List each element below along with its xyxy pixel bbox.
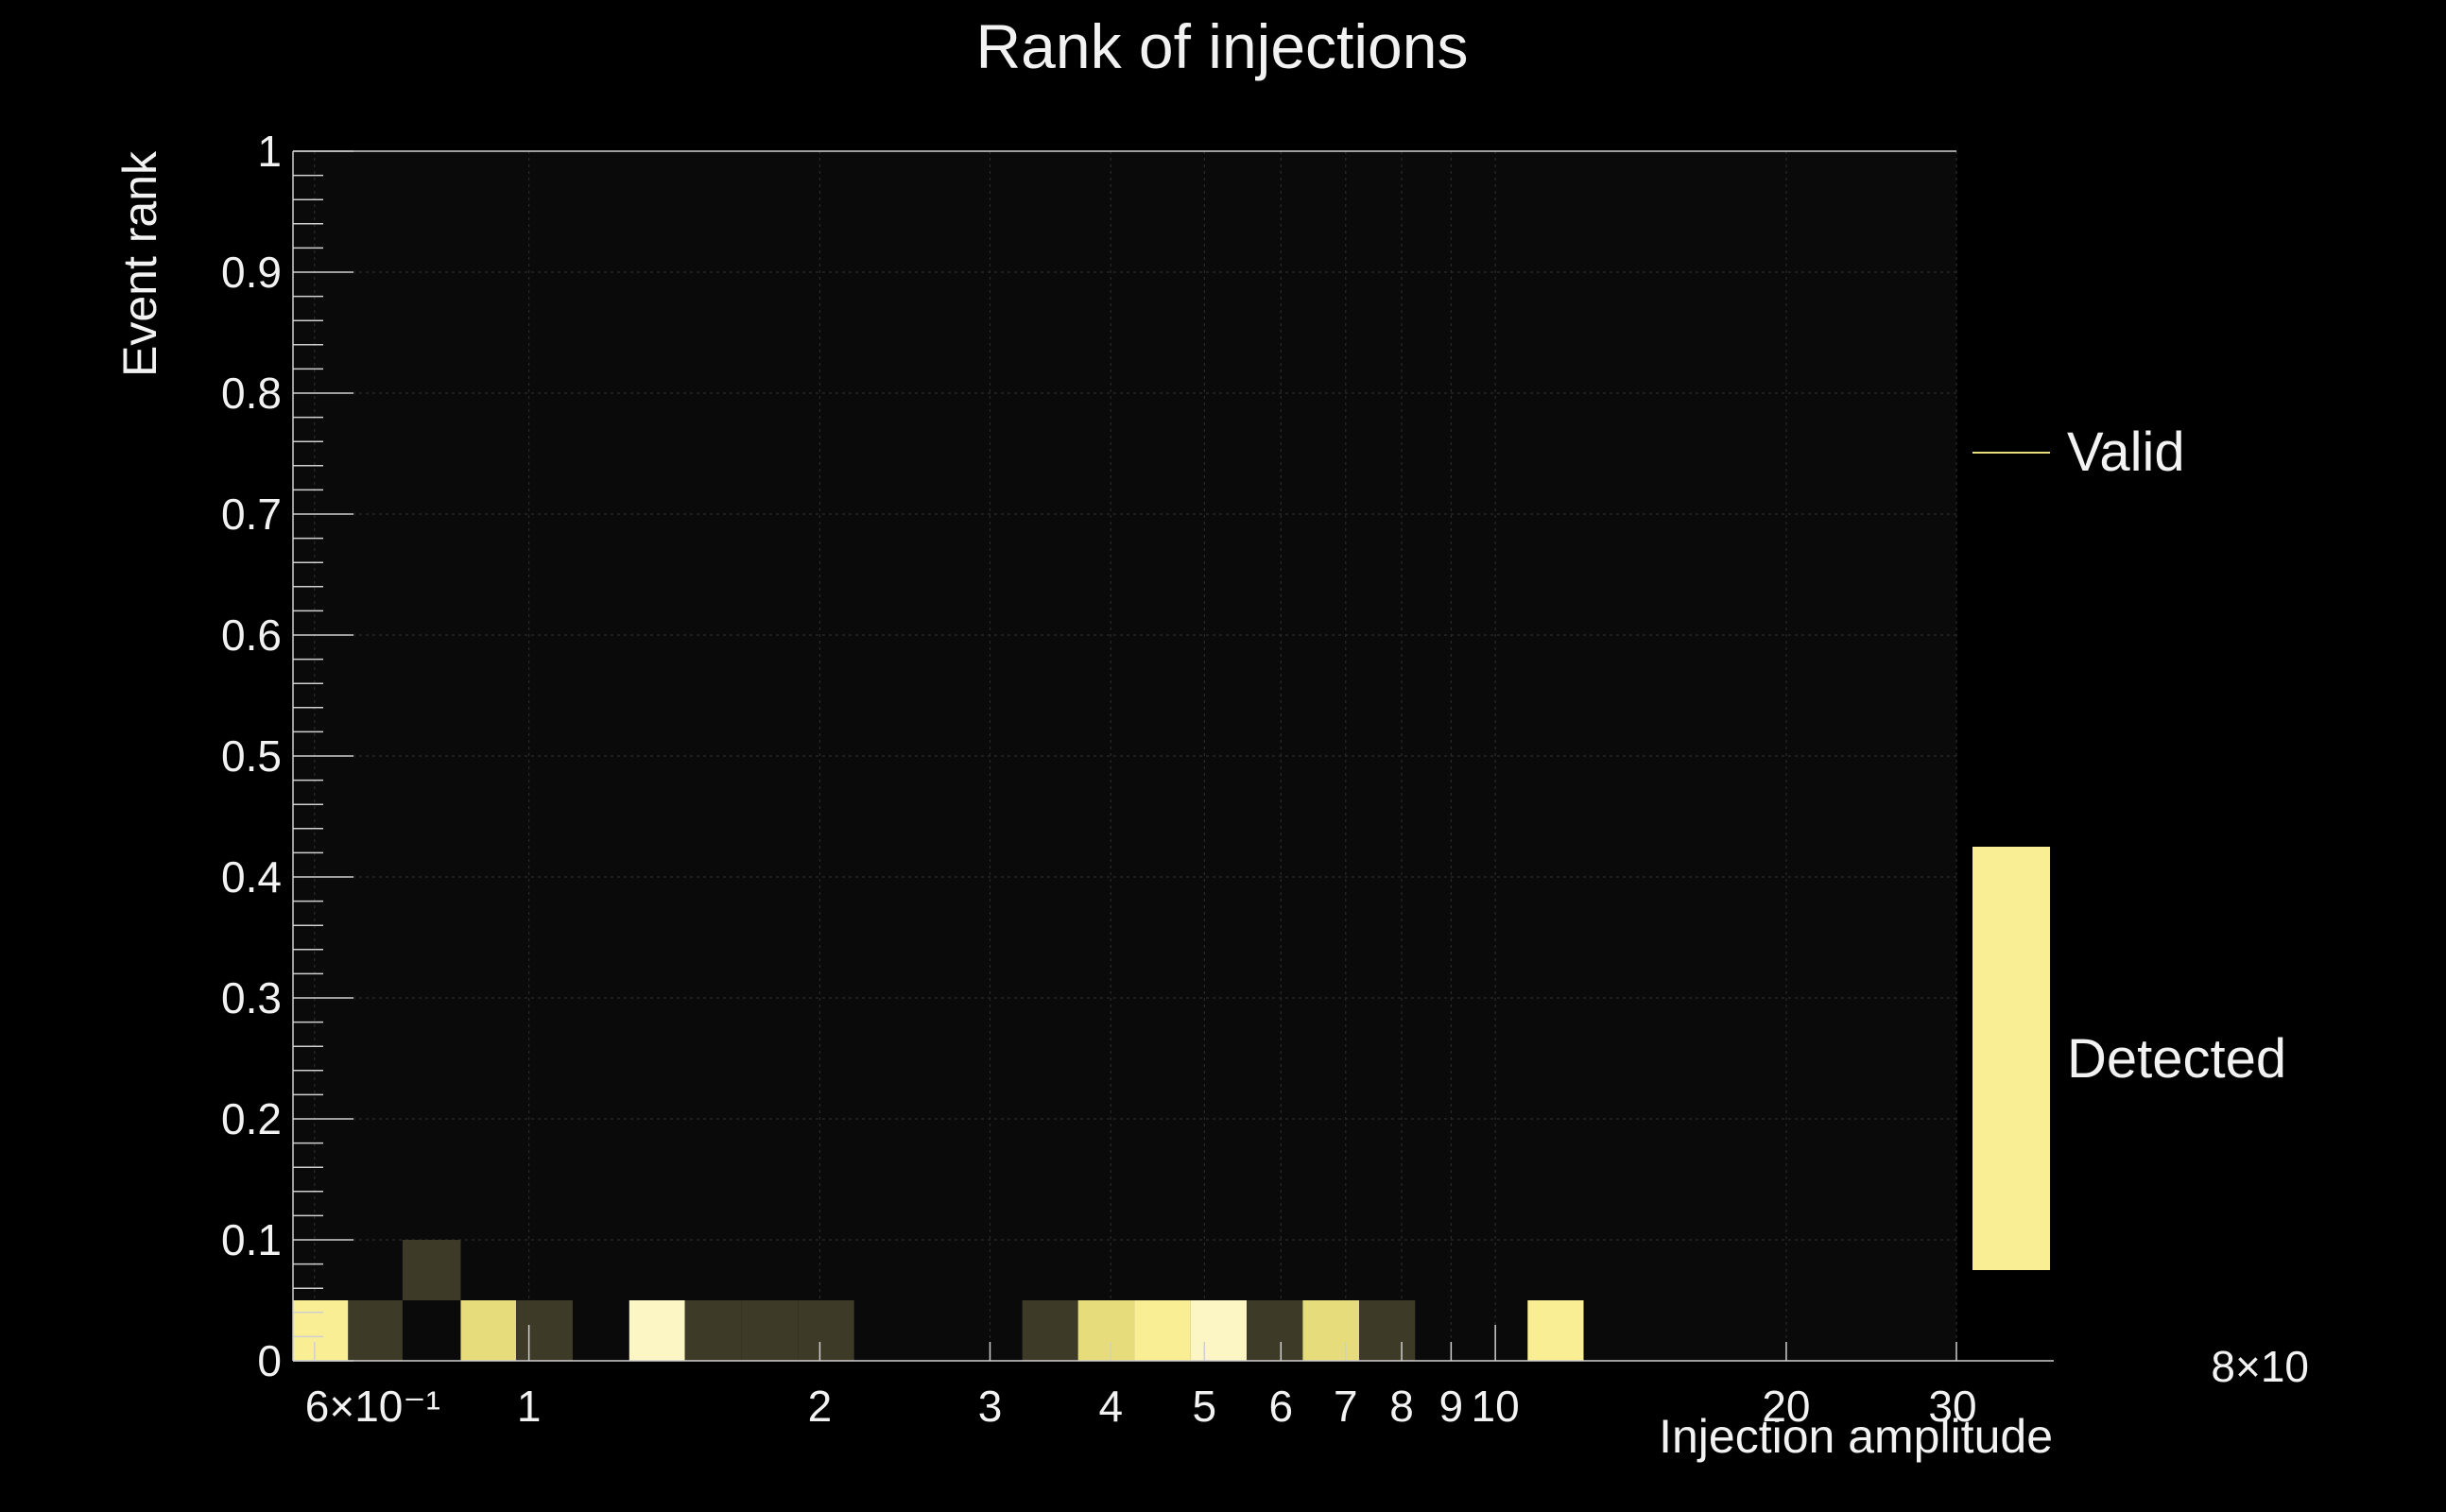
legend: Valid Detected: [1972, 421, 2286, 1090]
x-tick-label: 6: [1268, 1382, 1293, 1431]
y-tick-label: 1: [257, 127, 282, 176]
histogram-cell: [348, 1300, 403, 1361]
histogram-cell: [460, 1300, 517, 1361]
x-tick-label: 10: [1472, 1382, 1520, 1431]
y-tick-label: 0.8: [221, 369, 282, 418]
axes: 0 0.1 0.2 0.3 0.4 0.5 0.6 0.7 0.8 0.9 1 6×10⁻¹ 1 2 3 4 5…: [221, 127, 2054, 1431]
x-tick-label: 4: [1098, 1382, 1123, 1431]
x-tick-label: 5: [1193, 1382, 1217, 1431]
y-tick-label: 0.7: [221, 490, 282, 539]
y-tick-label: 0.9: [221, 248, 282, 297]
palette-bar: [1972, 847, 2050, 1270]
x-tick-label: 30: [1928, 1382, 1976, 1431]
x-axis-label: Injection amplitude: [1659, 1410, 2053, 1463]
x-tick-label: 6×10⁻¹: [305, 1382, 440, 1431]
y-tick-label: 0.2: [221, 1094, 282, 1143]
histogram-cell: [798, 1300, 854, 1361]
histogram-cell: [1302, 1300, 1360, 1361]
histogram-cell: [293, 1300, 349, 1361]
legend-valid-label: Valid: [2067, 421, 2185, 483]
histogram-cell: [741, 1300, 799, 1361]
histogram-cell: [629, 1300, 685, 1361]
y-tick-label: 0.4: [221, 852, 282, 902]
histogram-cell: [402, 1240, 461, 1300]
y-tick-label: 0.6: [221, 610, 282, 660]
palette-bar-rect: [1972, 847, 2050, 1270]
x-tick-label: 3: [978, 1382, 1003, 1431]
x-tick-label: 20: [1762, 1382, 1810, 1431]
x-tick-label: 7: [1334, 1382, 1358, 1431]
histogram-cell: [1247, 1300, 1303, 1361]
legend-detected-label: Detected: [2067, 1028, 2286, 1090]
histogram-cell: [1190, 1300, 1248, 1361]
histogram-cell: [516, 1300, 573, 1361]
histogram-cell: [1527, 1300, 1584, 1361]
histogram-cell: [1077, 1300, 1135, 1361]
chart-title: Rank of injections: [976, 11, 1469, 81]
x-tick-label: 2: [808, 1382, 833, 1431]
y-tick-label: 0.5: [221, 731, 282, 781]
overflow-label: 8×10: [2211, 1342, 2309, 1391]
histogram-cell: [684, 1300, 742, 1361]
x-tick-label: 8: [1389, 1382, 1414, 1431]
x-tick-label: 9: [1439, 1382, 1464, 1431]
histogram-cell: [1022, 1300, 1078, 1361]
y-tick-label: 0.1: [221, 1215, 282, 1264]
plot-frame: [293, 151, 1956, 1361]
y-tick-label: 0: [257, 1336, 282, 1385]
histogram-cell: [1359, 1300, 1416, 1361]
histogram-cell: [1134, 1300, 1191, 1361]
y-axis-label: Event rank: [113, 150, 166, 377]
y-tick-label: 0.3: [221, 973, 282, 1022]
x-tick-label: 1: [517, 1382, 542, 1431]
histogram-cells: [293, 1240, 1584, 1361]
